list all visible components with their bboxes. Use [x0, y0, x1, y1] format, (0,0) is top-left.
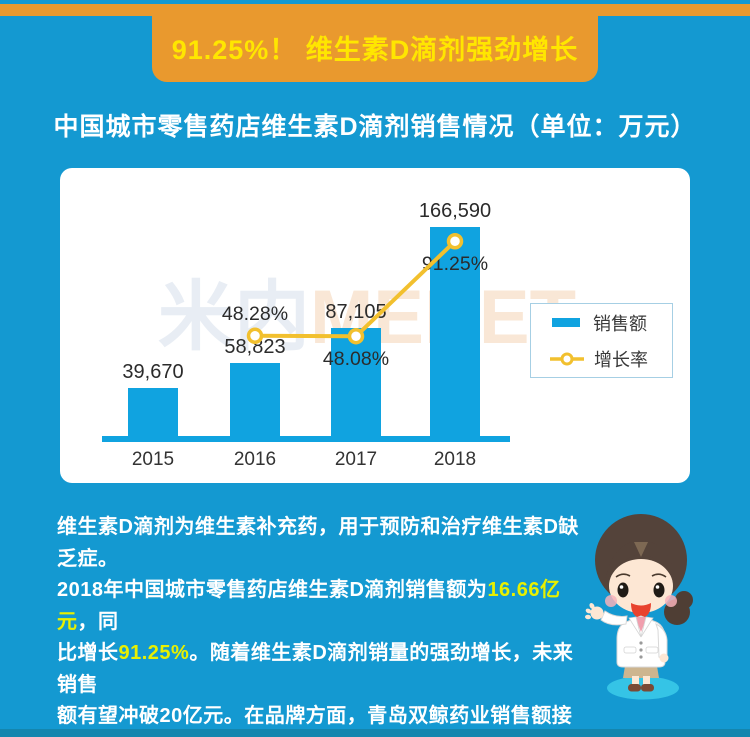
bar-value-label: 87,105: [325, 301, 387, 323]
summary-line: 维生素D滴剂为维生素补充药，用于预防和治疗维生素D缺乏症。: [57, 516, 579, 570]
bar-value-label: 58,823: [224, 336, 286, 358]
headline-banner: 91.25%！ 维生素D滴剂强劲增长: [152, 4, 598, 82]
legend-label-sales: 销售额: [593, 313, 647, 334]
year-label: 2018: [433, 449, 477, 470]
chart-panel: 米内MENET 39,670201558,823201648.28%87,105…: [60, 168, 690, 483]
headline-text: 91.25%！ 维生素D滴剂强劲增长: [171, 34, 579, 65]
legend-item-growth: 增长率: [531, 346, 672, 372]
mascot-waving-arm: [600, 610, 628, 626]
sales-bar-2016: [230, 363, 280, 438]
mascot-illustration: [585, 514, 693, 700]
summary-line: 比增长91.25%。随着维生素D滴剂销量的强劲增长，未来销售: [57, 642, 574, 696]
highlight-value: 91.25%: [118, 642, 190, 664]
growth-label: 48.08%: [322, 348, 390, 371]
mascot-mouth: [631, 603, 651, 618]
growth-swatch-icon: [550, 352, 584, 365]
growth-label: 91.25%: [421, 253, 489, 276]
bar-value-label: 166,590: [418, 200, 492, 222]
sales-bar-2015: [128, 388, 178, 438]
year-label: 2015: [131, 449, 175, 470]
mascot-face: [609, 559, 673, 613]
footer-strip: [0, 729, 750, 737]
year-label: 2017: [334, 449, 378, 470]
chart-title: 中国城市零售药店维生素D滴剂销售情况（单位：万元）: [53, 113, 697, 141]
highlight-value: 16.66亿元: [57, 579, 561, 633]
summary-line: 2018年中国城市零售药店维生素D滴剂销售额为16.66亿元，同: [57, 579, 561, 633]
bar-value-label: 39,670: [122, 361, 184, 383]
legend-item-sales: 销售额: [531, 310, 672, 336]
sales-bar-2017: [331, 328, 381, 438]
sales-swatch-icon: [552, 318, 580, 327]
legend-label-growth: 增长率: [594, 349, 648, 370]
year-label: 2016: [233, 449, 277, 470]
summary-paragraph: 维生素D滴剂为维生素补充药，用于预防和治疗维生素D缺乏症。 2018年中国城市零售…: [57, 512, 591, 737]
x-axis-line: [102, 436, 510, 442]
chart-legend: 销售额 增长率: [530, 303, 673, 378]
